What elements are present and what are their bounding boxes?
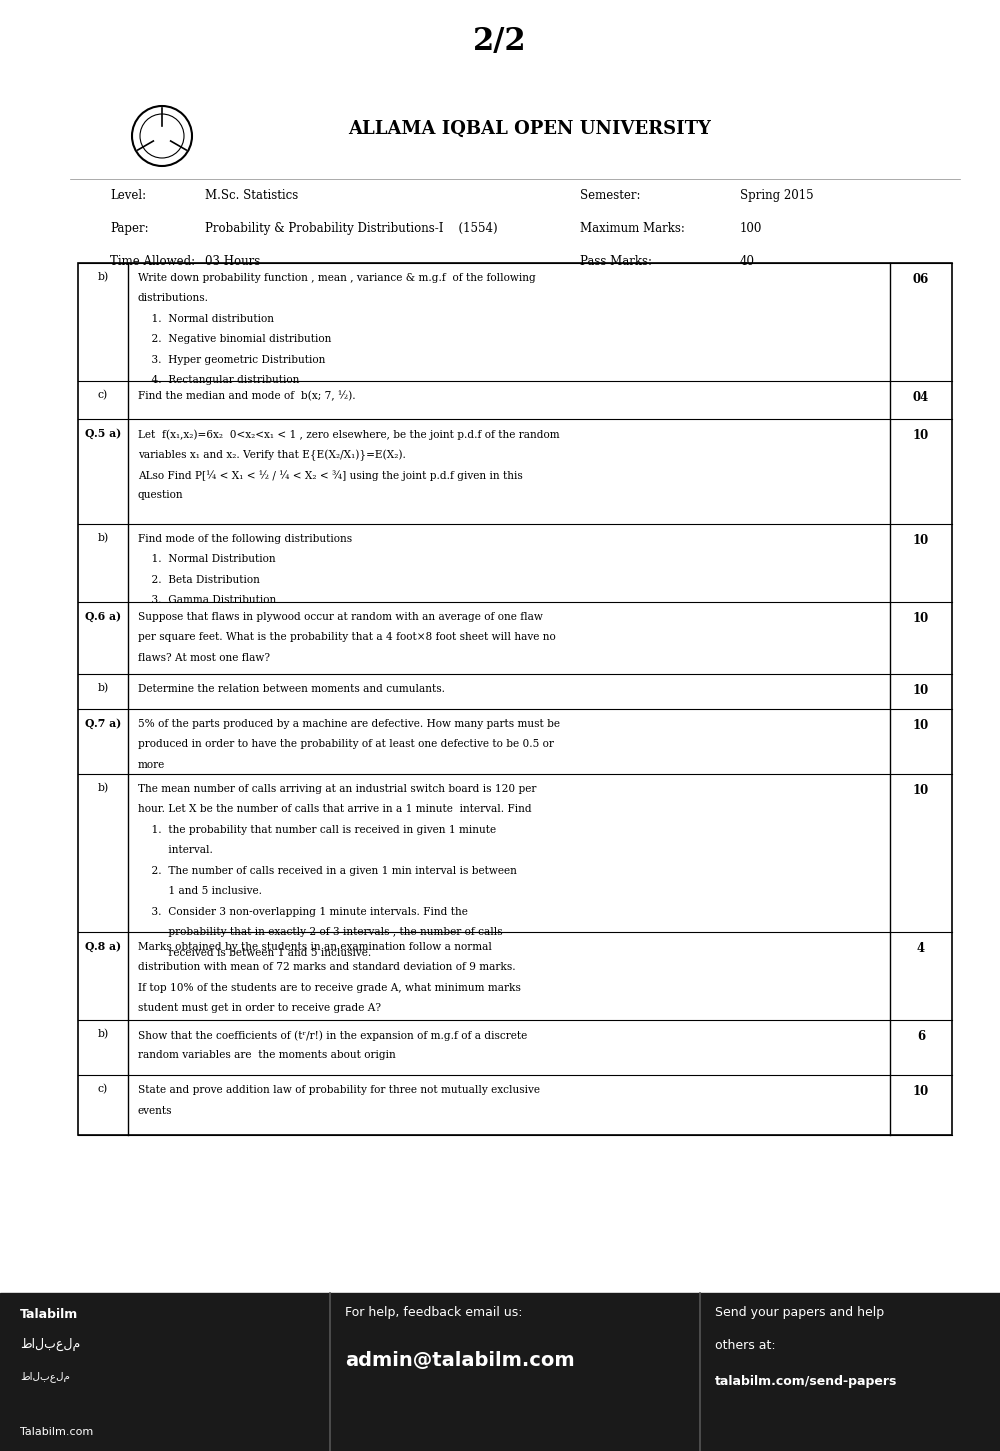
Text: 10: 10 bbox=[913, 683, 929, 696]
Text: 6: 6 bbox=[917, 1030, 925, 1043]
Text: received is between 1 and 5 inclusive.: received is between 1 and 5 inclusive. bbox=[138, 948, 371, 958]
Text: 10: 10 bbox=[913, 534, 929, 547]
Text: 3.  Hyper geometric Distribution: 3. Hyper geometric Distribution bbox=[138, 355, 325, 366]
Text: Talabilm: Talabilm bbox=[20, 1307, 78, 1320]
Text: 3.  Consider 3 non-overlapping 1 minute intervals. Find the: 3. Consider 3 non-overlapping 1 minute i… bbox=[138, 907, 468, 917]
Text: per square feet. What is the probability that a 4 foot×8 foot sheet will have no: per square feet. What is the probability… bbox=[138, 633, 556, 643]
Text: Determine the relation between moments and cumulants.: Determine the relation between moments a… bbox=[138, 683, 445, 694]
Text: 1.  Normal distribution: 1. Normal distribution bbox=[138, 313, 274, 324]
Text: 10: 10 bbox=[913, 612, 929, 625]
Text: student must get in order to receive grade A?: student must get in order to receive gra… bbox=[138, 1004, 381, 1013]
Text: 3.  Gamma Distribution: 3. Gamma Distribution bbox=[138, 595, 276, 605]
Text: طالبعلم: طالبعلم bbox=[20, 1371, 70, 1381]
Text: طالبعلم: طالبعلم bbox=[20, 1338, 80, 1351]
Text: Show that the coefficients of (tʳ/r!) in the expansion of m.g.f of a discrete: Show that the coefficients of (tʳ/r!) in… bbox=[138, 1030, 527, 1040]
Text: c): c) bbox=[98, 390, 108, 400]
Text: The mean number of calls arriving at an industrial switch board is 120 per: The mean number of calls arriving at an … bbox=[138, 784, 536, 794]
Text: Pass Marks:: Pass Marks: bbox=[580, 255, 652, 268]
Text: others at:: others at: bbox=[715, 1339, 776, 1352]
Text: events: events bbox=[138, 1106, 173, 1116]
Text: Q.7 a): Q.7 a) bbox=[85, 718, 121, 728]
Text: b): b) bbox=[97, 533, 109, 543]
Text: 40: 40 bbox=[740, 255, 755, 268]
Text: b): b) bbox=[97, 271, 109, 283]
Text: interval.: interval. bbox=[138, 846, 213, 856]
Text: 2/2: 2/2 bbox=[473, 26, 527, 57]
Text: random variables are  the moments about origin: random variables are the moments about o… bbox=[138, 1051, 396, 1061]
Text: 2.  Beta Distribution: 2. Beta Distribution bbox=[138, 575, 260, 585]
Text: 10: 10 bbox=[913, 429, 929, 443]
Text: Suppose that flaws in plywood occur at random with an average of one flaw: Suppose that flaws in plywood occur at r… bbox=[138, 612, 543, 622]
Text: probability that in exactly 2 of 3 intervals , the number of calls: probability that in exactly 2 of 3 inter… bbox=[138, 927, 503, 937]
Text: 1 and 5 inclusive.: 1 and 5 inclusive. bbox=[138, 887, 262, 897]
Text: talabilm.com: talabilm.com bbox=[317, 678, 683, 726]
Text: Find mode of the following distributions: Find mode of the following distributions bbox=[138, 534, 352, 544]
Bar bbox=[78, 263, 952, 1135]
Text: State and prove addition law of probability for three not mutually exclusive: State and prove addition law of probabil… bbox=[138, 1085, 540, 1096]
Text: Talabilm.com: Talabilm.com bbox=[20, 1426, 93, 1436]
Text: distribution with mean of 72 marks and standard deviation of 9 marks.: distribution with mean of 72 marks and s… bbox=[138, 962, 516, 972]
Text: 1.  Normal Distribution: 1. Normal Distribution bbox=[138, 554, 276, 564]
Text: question: question bbox=[138, 490, 184, 501]
Text: Level:: Level: bbox=[110, 189, 146, 202]
Text: 10: 10 bbox=[913, 1085, 929, 1098]
Text: admin@talabilm.com: admin@talabilm.com bbox=[345, 1351, 575, 1370]
Text: Semester:: Semester: bbox=[580, 189, 640, 202]
Text: 1.  the probability that number call is received in given 1 minute: 1. the probability that number call is r… bbox=[138, 826, 496, 834]
Text: flaws? At most one flaw?: flaws? At most one flaw? bbox=[138, 653, 270, 663]
Text: variables x₁ and x₂. Verify that E{E(X₂/X₁)}=E(X₂).: variables x₁ and x₂. Verify that E{E(X₂/… bbox=[138, 450, 406, 461]
Text: ALso Find P[¼ < X₁ < ½ / ¼ < X₂ < ¾] using the joint p.d.f given in this: ALso Find P[¼ < X₁ < ½ / ¼ < X₂ < ¾] usi… bbox=[138, 470, 523, 480]
Text: Q.6 a): Q.6 a) bbox=[85, 611, 121, 622]
Text: Paper:: Paper: bbox=[110, 222, 149, 235]
Text: 04: 04 bbox=[913, 390, 929, 403]
Text: Let  f(x₁,x₂)=6x₂  0<x₂<x₁ < 1 , zero elsewhere, be the joint p.d.f of the rando: Let f(x₁,x₂)=6x₂ 0<x₂<x₁ < 1 , zero else… bbox=[138, 429, 560, 440]
Text: produced in order to have the probability of at least one defective to be 0.5 or: produced in order to have the probabilit… bbox=[138, 740, 554, 750]
Text: ALLAMA IQBAL OPEN UNIVERSITY: ALLAMA IQBAL OPEN UNIVERSITY bbox=[349, 120, 711, 138]
Text: Q.8 a): Q.8 a) bbox=[85, 942, 121, 952]
Text: Spring 2015: Spring 2015 bbox=[740, 189, 814, 202]
Text: 10: 10 bbox=[913, 784, 929, 797]
Text: Probability & Probability Distributions-I    (1554): Probability & Probability Distributions-… bbox=[205, 222, 498, 235]
Text: b): b) bbox=[97, 683, 109, 694]
Text: For help, feedback email us:: For help, feedback email us: bbox=[345, 1306, 522, 1319]
Text: more: more bbox=[138, 760, 165, 770]
Text: distributions.: distributions. bbox=[138, 293, 209, 303]
Text: If top 10% of the students are to receive grade A, what minimum marks: If top 10% of the students are to receiv… bbox=[138, 982, 521, 992]
Bar bbox=[0, 1293, 1000, 1451]
Text: hour. Let X be the number of calls that arrive in a 1 minute  interval. Find: hour. Let X be the number of calls that … bbox=[138, 804, 532, 814]
Text: Maximum Marks:: Maximum Marks: bbox=[580, 222, 685, 235]
Text: 5% of the parts produced by a machine are defective. How many parts must be: 5% of the parts produced by a machine ar… bbox=[138, 720, 560, 728]
Text: Marks obtained by the students in an examination follow a normal: Marks obtained by the students in an exa… bbox=[138, 942, 492, 952]
Text: b): b) bbox=[97, 1029, 109, 1039]
Text: M.Sc. Statistics: M.Sc. Statistics bbox=[205, 189, 298, 202]
Text: 03 Hours: 03 Hours bbox=[205, 255, 260, 268]
Text: Write down probability function , mean , variance & m.g.f  of the following: Write down probability function , mean ,… bbox=[138, 273, 536, 283]
Text: c): c) bbox=[98, 1084, 108, 1094]
Text: talabilm.com/send-papers: talabilm.com/send-papers bbox=[715, 1376, 897, 1389]
Text: 10: 10 bbox=[913, 720, 929, 731]
Text: 100: 100 bbox=[740, 222, 762, 235]
Text: b): b) bbox=[97, 784, 109, 794]
Text: 2.  The number of calls received in a given 1 min interval is between: 2. The number of calls received in a giv… bbox=[138, 866, 517, 876]
Text: 4: 4 bbox=[917, 942, 925, 955]
Text: 4.  Rectangular distribution: 4. Rectangular distribution bbox=[138, 376, 299, 386]
Text: 2.  Negative binomial distribution: 2. Negative binomial distribution bbox=[138, 335, 331, 344]
Text: Q.5 a): Q.5 a) bbox=[85, 428, 121, 440]
Text: Find the median and mode of  b(x; 7, ½).: Find the median and mode of b(x; 7, ½). bbox=[138, 390, 356, 402]
Text: Time Allowed:: Time Allowed: bbox=[110, 255, 195, 268]
Text: Send your papers and help: Send your papers and help bbox=[715, 1306, 884, 1319]
Text: 06: 06 bbox=[913, 273, 929, 286]
